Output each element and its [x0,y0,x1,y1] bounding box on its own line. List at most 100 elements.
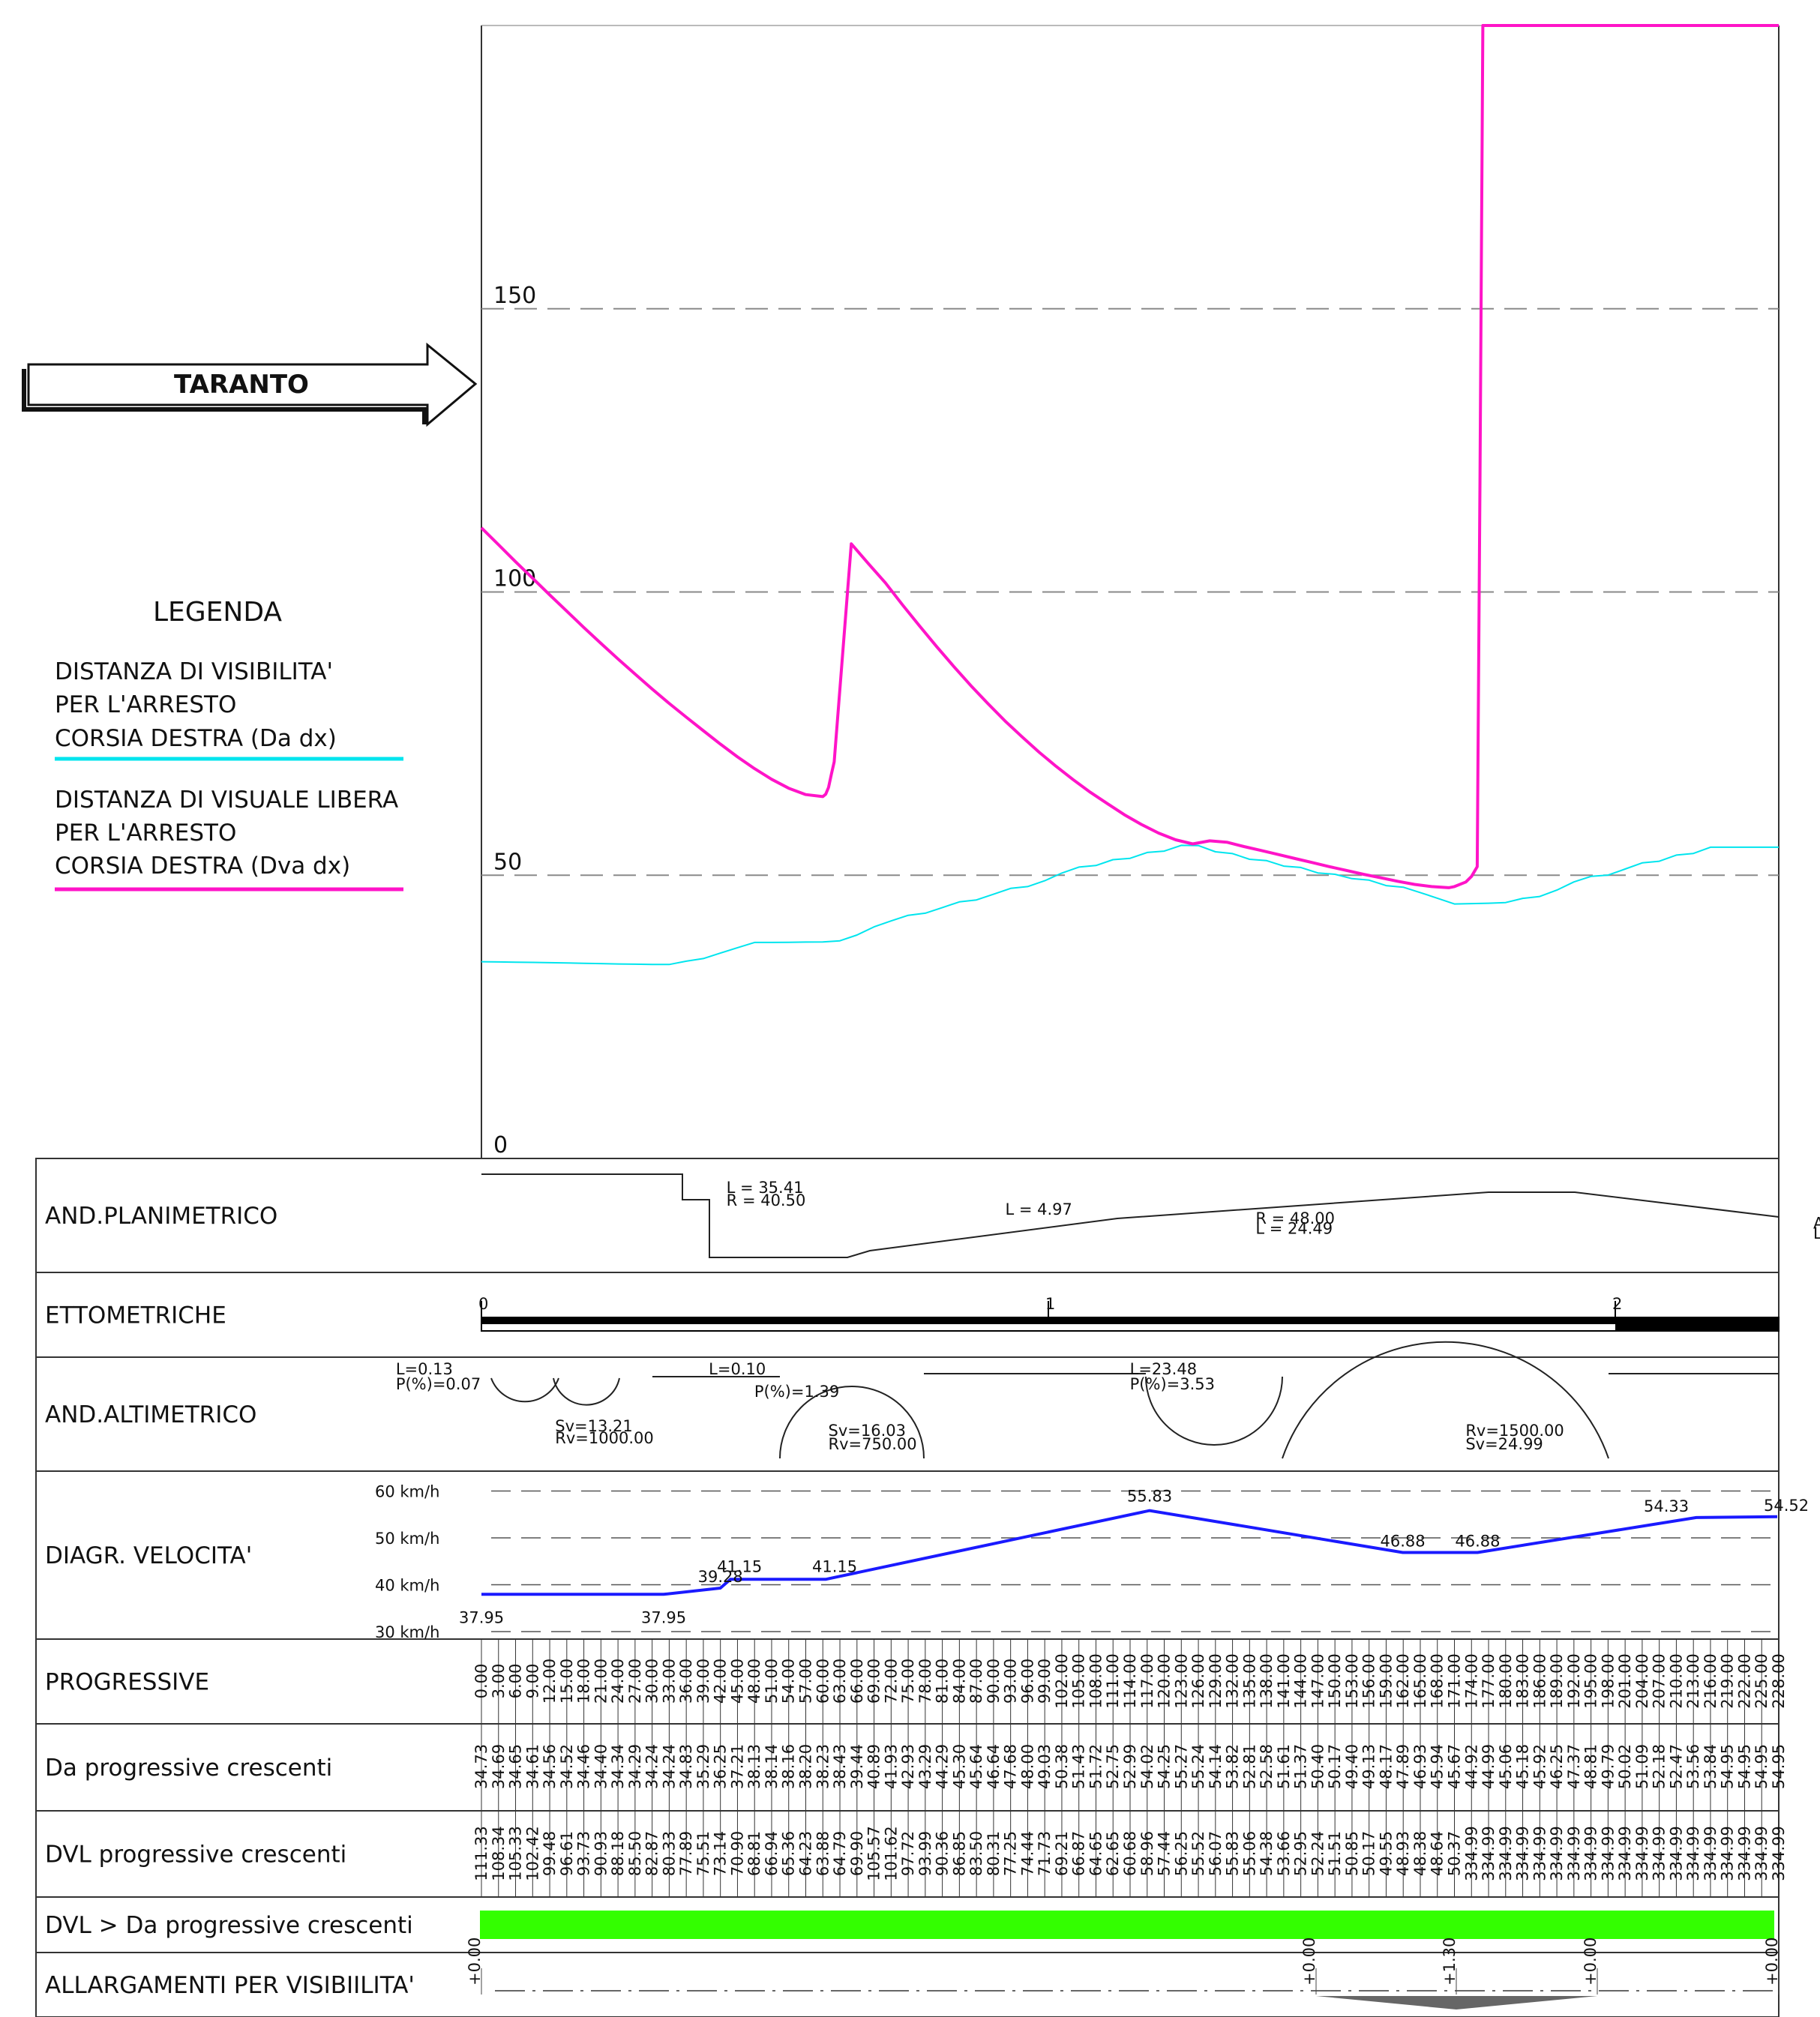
value-cell: 50.02 [1616,1744,1634,1789]
value-cell: 60.68 [1121,1831,1139,1876]
speed-value-label: 46.88 [1455,1533,1500,1551]
value-cell: 334.99 [1480,1826,1498,1881]
altimetric-label: L=0.13 [396,1360,453,1378]
planimetric-label: L = 24.49 [1255,1219,1333,1237]
value-cell: 334.99 [1531,1826,1549,1881]
speed-value-label: 55.83 [1127,1488,1172,1506]
y-tick-label: 150 [493,283,536,309]
value-cell: 50.85 [1343,1831,1361,1876]
value-cell: 165.00 [1411,1653,1429,1708]
value-cell: 52.99 [1121,1744,1139,1789]
altimetric-label: Rv=1500.00 [1465,1422,1564,1440]
value-cell: 334.99 [1582,1826,1600,1881]
value-cell: 46.64 [985,1744,1003,1789]
value-cell: 49.03 [1036,1744,1054,1789]
value-cell: 75.51 [694,1831,712,1876]
planimetrico-band: L = 35.41R = 40.50 L = 4.97 R = 48.00L = 2… [481,1173,1820,1258]
legend-item-2-line-3: CORSIA DESTRA (Dva dx) [55,853,350,880]
value-cell: 69.90 [848,1831,866,1876]
value-cell: 54.95 [1719,1744,1737,1789]
value-cell: 34.24 [660,1744,678,1789]
value-cell: 45.92 [1531,1744,1549,1789]
value-cell: 70.90 [728,1831,746,1876]
y-tick-label: 100 [493,566,536,592]
value-cell: 45.94 [1429,1744,1447,1789]
value-cell: 96.00 [1018,1659,1036,1704]
value-cell: 52.75 [1104,1744,1122,1789]
value-cell: 34.52 [558,1744,576,1789]
value-cell: 81.00 [934,1659,952,1704]
value-cell: 129.00 [1207,1653,1225,1708]
value-cell: 45.64 [967,1744,985,1789]
value-cell: 34.29 [626,1744,644,1789]
speed-value-label: 39.28 [698,1568,743,1586]
value-cell: 68.81 [745,1831,763,1876]
value-cell: 42.00 [712,1659,730,1704]
value-cell: 84.00 [950,1659,968,1704]
value-cell: 334.99 [1736,1826,1754,1881]
value-cell: 36.25 [712,1744,730,1789]
value-cell: 18.00 [575,1659,593,1704]
value-cell: 46.25 [1548,1744,1566,1789]
value-cell: 80.33 [660,1831,678,1876]
value-cell: 90.00 [985,1659,1003,1704]
widening-value: +0.00 [1763,1938,1781,1986]
value-cell: 225.00 [1753,1653,1771,1708]
value-cell: 334.99 [1462,1826,1480,1881]
value-cell: 38.13 [745,1744,763,1789]
value-cell: 24.00 [609,1659,627,1704]
value-cell: 56.25 [1172,1831,1190,1876]
value-cell: 55.52 [1189,1831,1207,1876]
value-cell: 74.44 [1018,1831,1036,1876]
row-label: DVL > Da progressive crescenti [45,1912,413,1939]
value-cell: 60.00 [814,1659,832,1704]
legend-item-1-line-1: DISTANZA DI VISIBILITA' [55,658,333,685]
altimetric-label: Rv=750.00 [829,1435,917,1453]
value-cell: 55.24 [1189,1744,1207,1789]
value-cell: 216.00 [1702,1653,1720,1708]
value-cell: 47.89 [1394,1744,1412,1789]
value-cell: 53.82 [1224,1744,1242,1789]
legend-item-1-line-3: CORSIA DESTRA (Da dx) [55,725,337,752]
value-cell: 51.43 [1070,1744,1088,1789]
value-cell: 183.00 [1514,1653,1532,1708]
value-cell: 201.00 [1616,1653,1634,1708]
value-cell: 48.81 [1582,1744,1600,1789]
value-cell: 105.57 [865,1826,883,1881]
value-cell: 120.00 [1156,1653,1174,1708]
value-cell: 174.00 [1462,1653,1480,1708]
row-label: DIAGR. VELOCITA' [45,1542,252,1569]
value-cell: 171.00 [1446,1653,1464,1708]
series-line-dva [480,24,1779,889]
value-cell: 50.17 [1326,1744,1344,1789]
planimetric-path [481,1173,1780,1258]
speed-axis-label: 40 km/h [375,1577,439,1595]
value-cell: 53.66 [1275,1831,1293,1876]
value-cell: 45.30 [950,1744,968,1789]
planimetric-label: L = 4.97 [1005,1200,1072,1218]
value-cell: 132.00 [1224,1653,1242,1708]
value-cell: 192.00 [1565,1653,1583,1708]
value-cell: 334.99 [1770,1826,1788,1881]
altimetric-label: Rv=1000.00 [555,1429,653,1447]
value-cell: 105.33 [507,1826,525,1881]
y-tick-label: 0 [493,1132,508,1158]
value-cell: 46.93 [1411,1744,1429,1789]
value-cell: 0.00 [472,1664,490,1699]
altimetric-label: L=23.48 [1130,1360,1197,1378]
dvl-row: 111.33108.34105.33102.4299.4896.6193.739… [472,1811,1788,1897]
value-cell: 49.40 [1343,1744,1361,1789]
value-cell: 34.69 [490,1744,508,1789]
value-cell: 15.00 [558,1659,576,1704]
chart-grid [481,307,1779,877]
hectometer-mark: 0 [478,1295,488,1313]
value-cell: 71.73 [1036,1831,1054,1876]
value-cell: 334.99 [1667,1826,1685,1881]
value-cell: 82.87 [643,1831,661,1876]
value-cell: 108.00 [1087,1653,1105,1708]
value-cell: 159.00 [1377,1653,1395,1708]
value-cell: 57.44 [1156,1831,1174,1876]
value-cell: 50.40 [1309,1744,1327,1789]
value-cell: 334.99 [1633,1826,1651,1881]
planimetric-label: A = 48.00 [1813,1215,1820,1233]
